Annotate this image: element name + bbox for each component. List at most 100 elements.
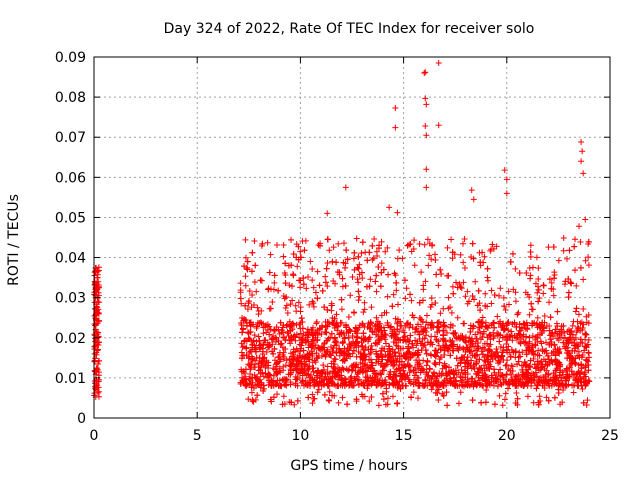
data-point <box>467 341 474 348</box>
data-point <box>299 339 306 346</box>
data-point <box>290 250 297 257</box>
data-point <box>549 359 556 366</box>
data-point <box>392 330 399 337</box>
data-point <box>353 330 360 337</box>
data-point <box>535 286 542 293</box>
data-point <box>396 378 403 385</box>
data-point <box>268 382 275 389</box>
data-point <box>340 240 347 247</box>
data-point <box>482 290 489 297</box>
data-point <box>378 238 385 245</box>
data-point <box>444 402 451 409</box>
data-point <box>432 361 439 368</box>
data-point <box>369 328 376 335</box>
data-point <box>384 319 391 326</box>
data-point <box>554 308 561 315</box>
data-point <box>512 298 519 305</box>
data-point <box>344 401 351 408</box>
data-point <box>526 363 533 370</box>
data-point <box>440 335 447 342</box>
data-point <box>437 381 444 388</box>
data-point <box>253 338 260 345</box>
data-point <box>266 341 273 348</box>
data-point <box>508 371 515 378</box>
data-point <box>325 382 332 389</box>
data-point <box>577 239 584 246</box>
data-point <box>537 331 544 338</box>
data-point <box>273 368 280 375</box>
data-point <box>569 382 576 389</box>
data-point <box>585 312 592 319</box>
data-point <box>373 314 380 321</box>
data-point <box>509 321 516 328</box>
data-point <box>526 311 533 318</box>
data-point <box>577 369 584 376</box>
data-point <box>91 278 98 285</box>
data-point <box>469 293 476 300</box>
data-point <box>546 382 553 389</box>
data-point <box>571 347 578 354</box>
data-point <box>270 394 277 401</box>
data-point <box>548 350 555 357</box>
data-point <box>299 378 306 385</box>
data-point <box>369 242 376 249</box>
data-point <box>560 387 567 394</box>
data-point <box>313 320 320 327</box>
data-point <box>300 281 307 288</box>
data-point <box>294 263 301 270</box>
data-point <box>547 336 554 343</box>
data-point <box>464 376 471 383</box>
data-point <box>421 382 428 389</box>
data-point <box>367 324 374 331</box>
data-point <box>447 352 454 359</box>
y-tick-label: 0 <box>77 411 86 427</box>
data-point <box>393 366 400 373</box>
data-point <box>386 351 393 358</box>
data-point <box>303 372 310 379</box>
data-point <box>271 279 278 286</box>
data-point <box>372 374 379 381</box>
x-tick-label: 25 <box>601 428 619 444</box>
data-point <box>461 265 468 272</box>
data-point <box>473 335 480 342</box>
data-point <box>543 322 550 329</box>
data-point <box>498 372 505 379</box>
data-point <box>378 260 385 267</box>
data-point <box>241 338 248 345</box>
data-point <box>551 271 558 278</box>
data-point <box>376 380 383 387</box>
data-point <box>92 355 99 362</box>
data-point <box>507 353 514 360</box>
data-point <box>279 352 286 359</box>
data-point <box>500 344 507 351</box>
data-point <box>94 339 101 346</box>
data-point <box>314 389 321 396</box>
data-point <box>380 367 387 374</box>
data-point <box>422 122 429 129</box>
data-point <box>535 347 542 354</box>
data-point <box>571 339 578 346</box>
data-point <box>472 331 479 338</box>
data-point <box>445 345 452 352</box>
data-point <box>512 289 519 296</box>
data-point <box>375 402 382 409</box>
data-point <box>560 339 567 346</box>
data-point <box>267 251 274 258</box>
data-point <box>477 319 484 326</box>
data-point <box>551 275 558 282</box>
data-point <box>250 321 257 328</box>
data-point <box>445 294 452 301</box>
data-point <box>460 279 467 286</box>
data-point <box>579 386 586 393</box>
data-point <box>384 395 391 402</box>
data-point <box>339 340 346 347</box>
data-point <box>328 360 335 367</box>
data-point <box>282 271 289 278</box>
data-point <box>342 376 349 383</box>
data-point <box>547 314 554 321</box>
data-point <box>461 363 468 370</box>
data-point <box>449 337 456 344</box>
data-point <box>332 280 339 287</box>
data-point <box>579 148 586 155</box>
data-point <box>400 337 407 344</box>
